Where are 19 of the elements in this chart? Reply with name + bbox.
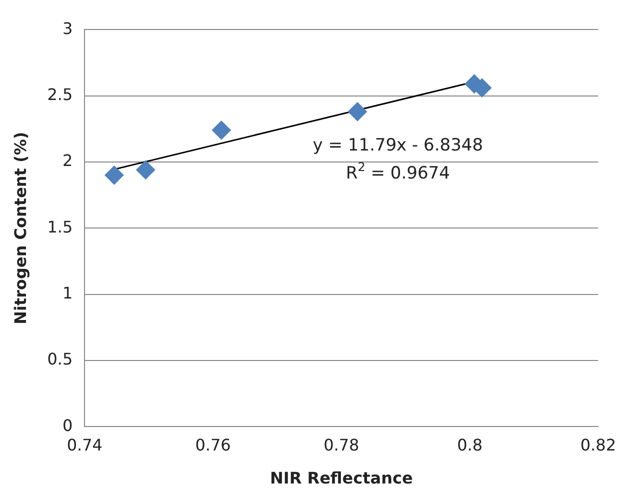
annotation: y = 11.79x - 6.8348	[312, 135, 484, 156]
x-tick-label: 0.76	[195, 435, 231, 454]
y-tick-label: 2	[62, 151, 73, 170]
point	[212, 120, 231, 140]
y-tick-label: 3	[62, 18, 73, 38]
x-tick-label: 0.8	[457, 435, 483, 454]
y-tick-label: 0	[62, 416, 73, 435]
point	[104, 166, 124, 185]
y-tick-label: 0.5	[47, 350, 73, 369]
y-tick-label: 1.5	[47, 217, 73, 236]
x-axis-title: NIR Reflectance	[270, 468, 413, 488]
y-tick-label: 1	[62, 283, 73, 302]
point	[348, 102, 367, 122]
point	[136, 160, 156, 180]
x-tick-label: 0.78	[324, 435, 360, 454]
x-tick-label: 0.74	[66, 435, 102, 454]
x-tick-label: 0.82	[580, 435, 616, 454]
y-axis-title: Nitrogen Content (%)	[10, 132, 30, 324]
y-tick-label: 2.5	[47, 84, 73, 104]
